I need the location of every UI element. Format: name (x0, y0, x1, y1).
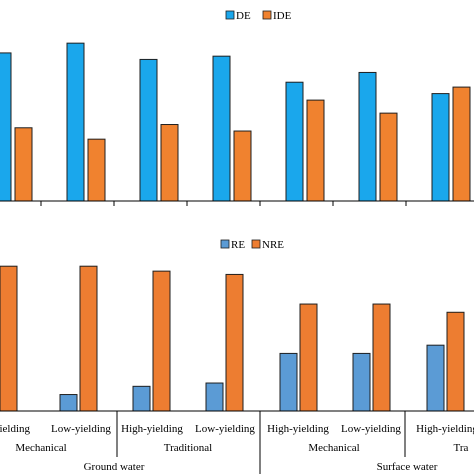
category-label-3: High-yielding (121, 423, 183, 435)
bar-ide-2 (87, 138, 106, 202)
bottom-chart-panel: RE NRE yielding Low-yielding High-yielding Lo… (0, 239, 474, 474)
bar-nre-3 (152, 270, 171, 412)
bar-nre-4 (225, 273, 244, 412)
bar-nre-7 (446, 311, 465, 412)
bar-re-4 (205, 382, 224, 412)
legend-swatch-re (220, 239, 230, 249)
bar-ide-6 (379, 112, 398, 202)
bar-nre-6 (372, 303, 391, 412)
legend-label-re: RE (231, 239, 245, 251)
bar-de-2 (66, 42, 85, 202)
bar-ide-7 (452, 86, 471, 202)
legend-label-nre: NRE (262, 239, 284, 251)
bar-de-6 (358, 71, 377, 202)
category-label-5: High-yielding (267, 423, 329, 435)
top-chart-panel: DE IDE (0, 10, 474, 206)
legend-label-de: DE (236, 10, 251, 22)
legend: RE NRE (220, 239, 284, 251)
bar-ide-3 (160, 124, 179, 202)
group-label-4: Tra (454, 442, 469, 454)
group-label-3: Mechanical (308, 442, 359, 454)
bar-de-4 (212, 55, 231, 202)
bar-ide-1 (14, 127, 33, 202)
bar-de-7 (431, 93, 450, 202)
supergroup-label-2: Surface water (377, 461, 438, 473)
bar-de-5 (285, 81, 304, 202)
category-label-1: yielding (0, 423, 31, 435)
group-label-1: Mechanical (15, 442, 66, 454)
legend-swatch-de (225, 10, 235, 20)
bar-re-3 (132, 385, 151, 412)
category-label-4: Low-yielding (195, 423, 255, 435)
bar-re-6 (352, 352, 371, 412)
bar-de-1 (0, 52, 12, 202)
legend-label-ide: IDE (273, 10, 292, 22)
category-label-2: Low-yielding (51, 423, 111, 435)
bar-ide-4 (233, 130, 252, 202)
supergroup-label-1: Ground water (84, 461, 145, 473)
bar-ide-5 (306, 99, 325, 202)
bar-de-3 (139, 58, 158, 202)
legend-swatch-ide (262, 10, 272, 20)
group-label-2: Traditional (164, 442, 213, 454)
category-label-7: High-yielding (416, 423, 474, 435)
category-label-6: Low-yielding (341, 423, 401, 435)
bar-re-2 (59, 394, 78, 412)
bar-nre-5 (299, 303, 318, 412)
legend: DE IDE (225, 10, 292, 22)
legend-swatch-nre (251, 239, 261, 249)
bar-nre-1 (0, 265, 18, 412)
bar-re-7 (426, 344, 445, 412)
bar-nre-2 (79, 265, 98, 412)
bar-re-5 (279, 352, 298, 412)
